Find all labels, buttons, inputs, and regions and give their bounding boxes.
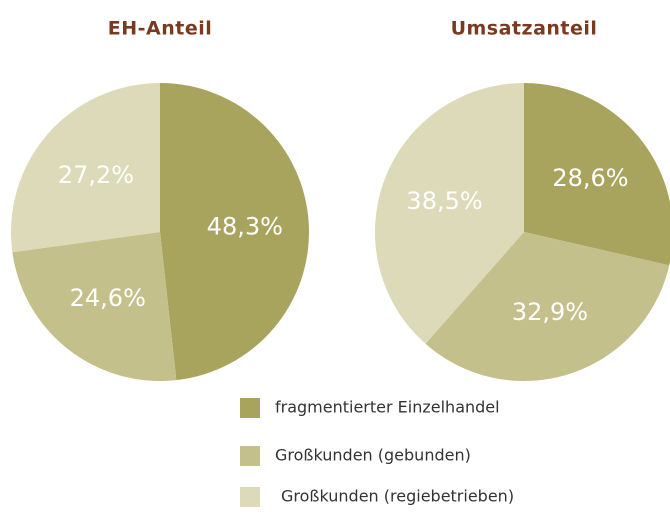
- value-label: 24,6%: [70, 284, 146, 312]
- value-label: 28,6%: [552, 164, 628, 192]
- legend-swatch: [240, 446, 260, 466]
- legend-label: Großkunden (gebunden): [275, 446, 471, 465]
- value-label: 48,3%: [207, 212, 283, 240]
- legend-swatch: [240, 398, 260, 418]
- pie-slice: [425, 232, 670, 381]
- pie-slice: [12, 232, 177, 382]
- chart-title: Umsatzanteil: [451, 18, 598, 40]
- value-label: 32,9%: [512, 298, 588, 326]
- legend-label: fragmentierter Einzelhandel: [275, 398, 500, 417]
- pie-slice: [374, 83, 524, 344]
- pie-slice: [524, 83, 670, 266]
- chart-title: EH-Anteil: [108, 18, 213, 40]
- value-label: 27,2%: [58, 161, 134, 189]
- legend-label: Großkunden (regiebetrieben): [281, 487, 514, 506]
- pie-slice: [10, 83, 160, 253]
- legend-swatch: [240, 487, 260, 507]
- value-label: 38,5%: [406, 187, 482, 215]
- pie-slice: [160, 82, 310, 381]
